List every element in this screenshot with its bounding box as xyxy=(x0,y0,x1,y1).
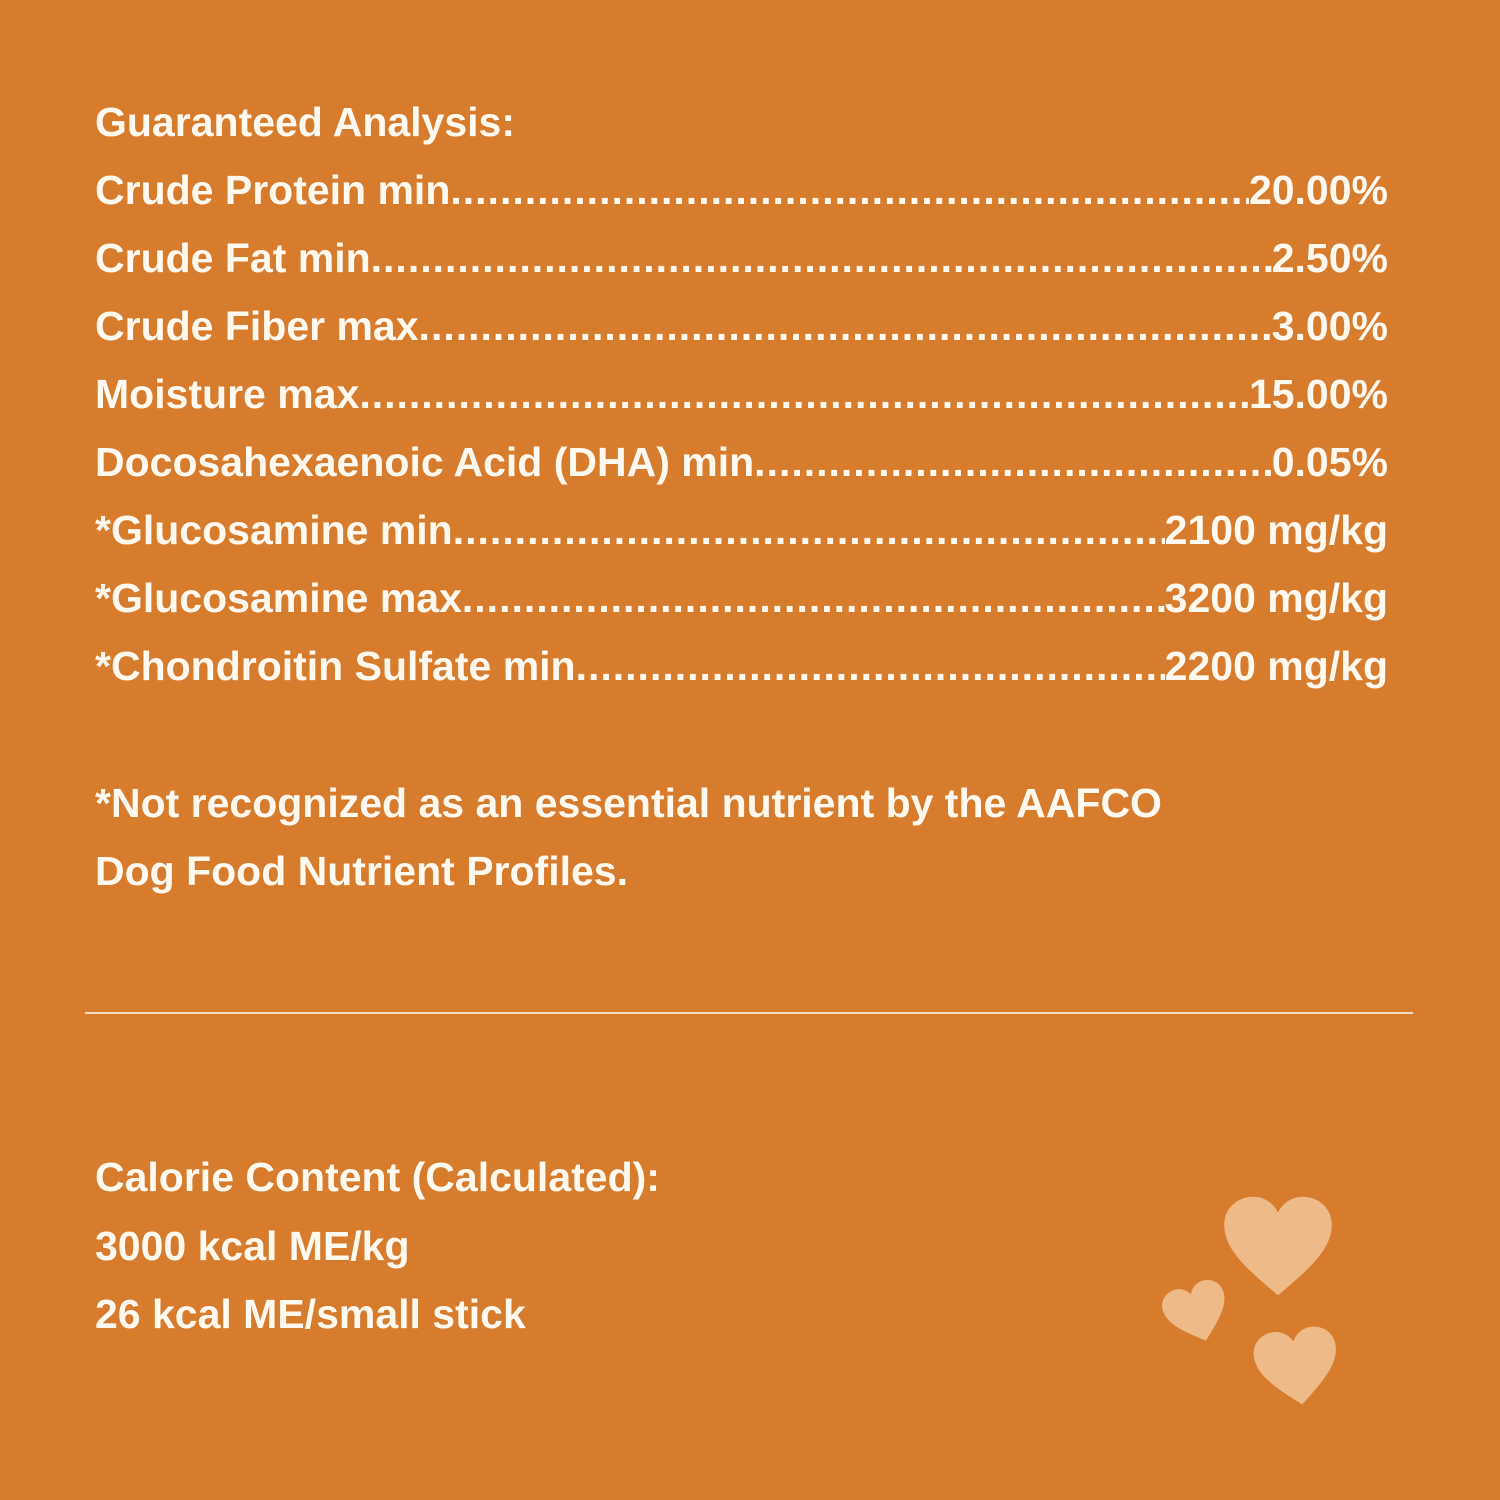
dot-leader xyxy=(359,360,1249,428)
analysis-title: Guaranteed Analysis: xyxy=(95,99,516,145)
dot-leader xyxy=(754,428,1272,496)
dot-leader xyxy=(576,632,1165,700)
row-label: Moisture max xyxy=(95,371,360,417)
calorie-line-1: 3000 kcal ME/kg xyxy=(95,1223,410,1269)
analysis-row: *Glucosamine min 2100 mg/kg xyxy=(95,496,1388,564)
analysis-row: *Glucosamine max 3200 mg/kg xyxy=(95,564,1388,632)
row-value: 2100 mg/kg xyxy=(1164,507,1388,553)
dot-leader xyxy=(371,224,1272,292)
row-label: *Glucosamine min xyxy=(95,507,453,553)
heart-icon xyxy=(1162,1279,1225,1341)
row-value: 2200 mg/kg xyxy=(1164,643,1388,689)
analysis-row: Crude Protein min 20.00% xyxy=(95,156,1388,224)
row-value: 15.00% xyxy=(1248,371,1388,417)
analysis-row: Crude Fiber max 3.00% xyxy=(95,292,1388,360)
row-value: 3200 mg/kg xyxy=(1164,575,1388,621)
calorie-line-2: 26 kcal ME/small stick xyxy=(95,1291,526,1337)
dot-leader xyxy=(462,564,1165,632)
row-value: 20.00% xyxy=(1248,167,1388,213)
row-label: Crude Fat min xyxy=(95,235,371,281)
analysis-row: Crude Fat min 2.50% xyxy=(95,224,1388,292)
analysis-row: *Chondroitin Sulfate min 2200 mg/kg xyxy=(95,632,1388,700)
dot-leader xyxy=(450,156,1249,224)
row-label: Crude Fiber max xyxy=(95,303,419,349)
row-value: 3.00% xyxy=(1271,303,1388,349)
dot-leader xyxy=(419,292,1272,360)
heart-icon xyxy=(1224,1196,1332,1296)
divider xyxy=(85,1012,1413,1014)
dot-leader xyxy=(453,496,1165,564)
row-value: 0.05% xyxy=(1271,439,1388,485)
row-label: *Chondroitin Sulfate min xyxy=(95,643,576,689)
footnote-line-2: Dog Food Nutrient Profiles. xyxy=(95,848,628,894)
row-label: Crude Protein min xyxy=(95,167,451,213)
analysis-row: Moisture max 15.00% xyxy=(95,360,1388,428)
row-label: *Glucosamine max xyxy=(95,575,462,621)
footnote-line-1: *Not recognized as an essential nutrient… xyxy=(95,780,1162,826)
analysis-row: Docosahexaenoic Acid (DHA) min 0.05% xyxy=(95,428,1388,496)
row-label: Docosahexaenoic Acid (DHA) min xyxy=(95,439,755,485)
heart-icon xyxy=(1253,1326,1336,1405)
calorie-title: Calorie Content (Calculated): xyxy=(95,1154,660,1200)
row-value: 2.50% xyxy=(1271,235,1388,281)
